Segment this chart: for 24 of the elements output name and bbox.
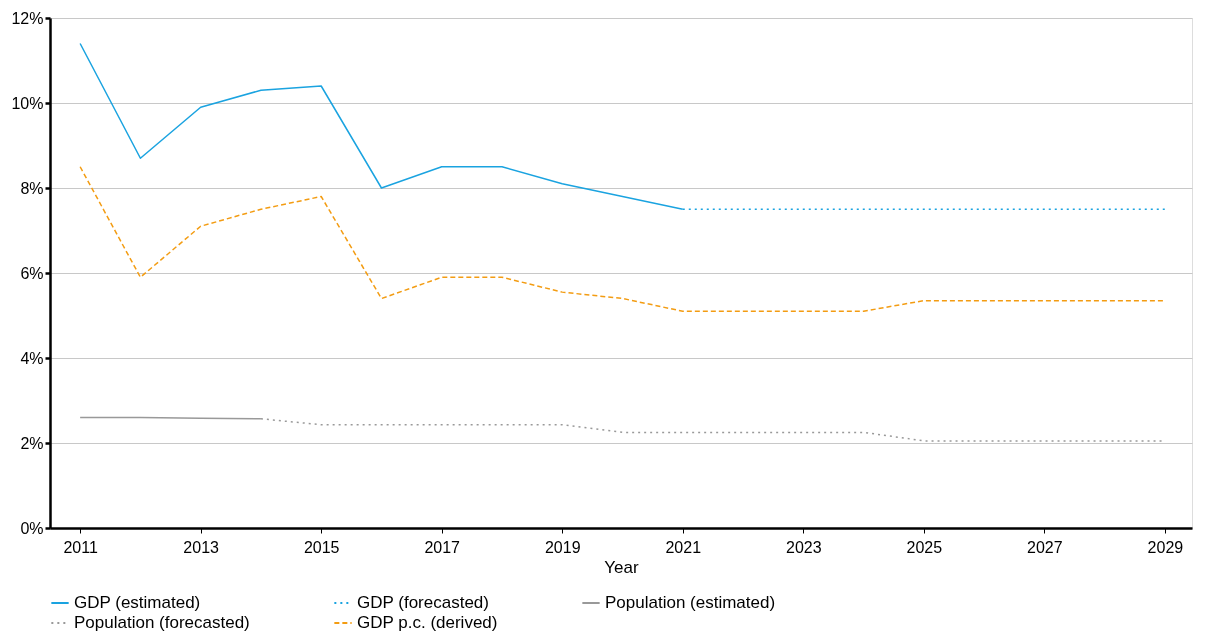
legend-label: Population (forecasted) xyxy=(74,613,250,632)
x-tick-label: 2019 xyxy=(544,538,581,556)
line-series xyxy=(79,166,1166,312)
y-tick-label: 0% xyxy=(20,519,44,537)
legend-label: GDP (estimated) xyxy=(74,593,201,612)
x-tick-label: 2025 xyxy=(906,538,943,556)
y-tick-label: 10% xyxy=(11,94,44,112)
x-tick-label: 2015 xyxy=(303,538,340,556)
y-tick-label: 8% xyxy=(20,179,44,197)
x-tick-label: 2021 xyxy=(665,538,702,556)
x-tick-label: 2013 xyxy=(183,538,220,556)
y-tick-label: 12% xyxy=(11,9,44,27)
x-tick-label: 2017 xyxy=(424,538,461,556)
legend-label: GDP (forecasted) xyxy=(357,593,489,612)
legend-label: Population (estimated) xyxy=(605,593,776,612)
y-tick-label: 4% xyxy=(20,349,44,367)
x-tick-label: 2011 xyxy=(63,538,98,556)
x-tick-label: 2023 xyxy=(786,538,822,556)
legend-label: GDP p.c. (derived) xyxy=(357,613,498,632)
y-tick-label: 6% xyxy=(20,264,44,282)
x-axis-title: Year xyxy=(604,557,640,577)
x-tick-label: 2029 xyxy=(1147,538,1184,556)
y-tick-label: 2% xyxy=(20,434,44,452)
x-tick-label: 2027 xyxy=(1027,538,1063,556)
